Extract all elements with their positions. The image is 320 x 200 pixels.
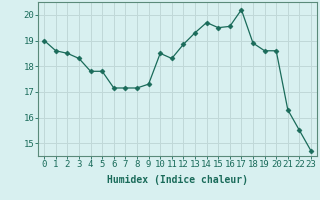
X-axis label: Humidex (Indice chaleur): Humidex (Indice chaleur) bbox=[107, 175, 248, 185]
